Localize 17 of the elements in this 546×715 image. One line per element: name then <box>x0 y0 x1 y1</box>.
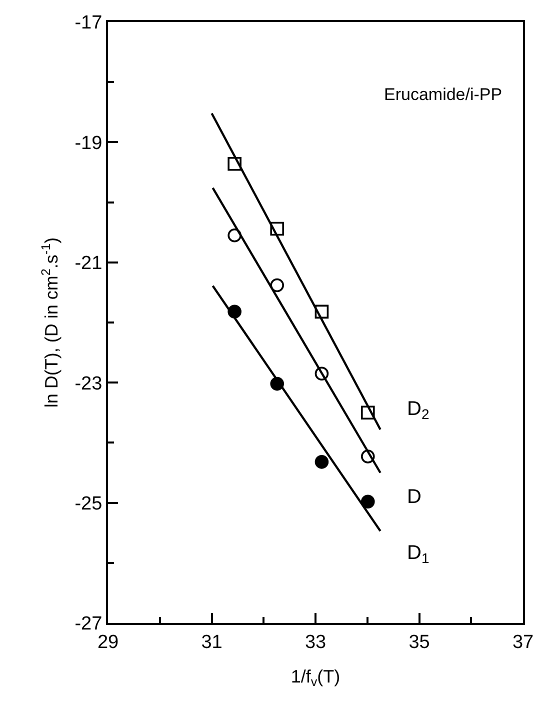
point <box>314 455 329 469</box>
x-tick-label: 31 <box>201 632 222 653</box>
x-axis-title: 1/f$_{v}$(T) <box>290 666 340 690</box>
point <box>360 494 375 508</box>
x-tick-label: 33 <box>304 632 326 653</box>
annotation: D$_{2}$ <box>407 398 430 422</box>
x-tick-label: 37 <box>512 632 534 653</box>
y-tick-label: -21 <box>74 253 102 274</box>
y-tick-label: -23 <box>74 373 102 394</box>
annotation: D$_{1}$ <box>407 542 430 566</box>
x-tick-label: 35 <box>408 632 430 653</box>
point <box>270 278 284 292</box>
y-tick-label: -25 <box>74 493 102 514</box>
y-tick-label: -17 <box>74 12 102 34</box>
annotation: Erucamide/i-PP <box>384 85 502 104</box>
y-tick-label: -19 <box>74 132 102 154</box>
annotation: D <box>407 486 422 508</box>
